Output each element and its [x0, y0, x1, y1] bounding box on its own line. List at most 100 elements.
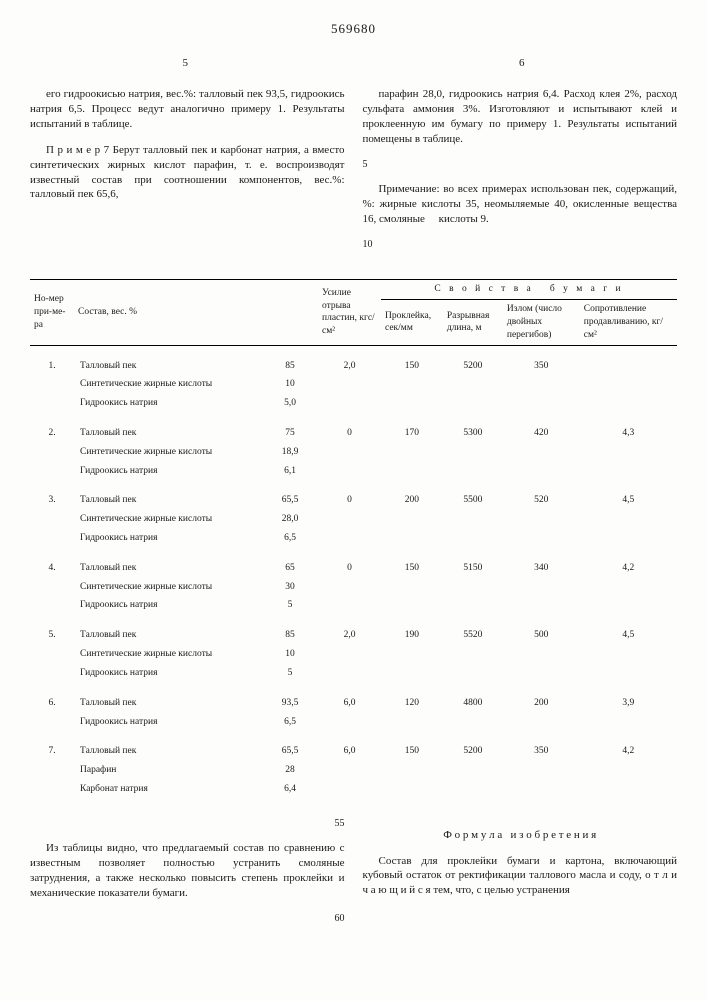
- table-cell: 2,0: [318, 615, 381, 682]
- table-cell: 520: [503, 480, 580, 547]
- table-cell: 5300: [443, 413, 503, 480]
- table-cell: 350: [503, 345, 580, 413]
- table-row: 3.Талловый пек65,5020055005204,5: [30, 480, 677, 510]
- table-cell: 4,3: [580, 413, 677, 480]
- table-cell: 3.: [30, 480, 74, 510]
- table-cell: Гидроокись натрия: [74, 713, 262, 732]
- table-cell: 85: [262, 615, 318, 645]
- table-cell: 6,0: [318, 731, 381, 798]
- table-cell: [30, 510, 74, 529]
- table-cell: [30, 780, 74, 799]
- table-cell: 4,2: [580, 548, 677, 615]
- table-row: 1.Талловый пек852,01505200350: [30, 345, 677, 375]
- table-cell: 65,5: [262, 480, 318, 510]
- table-cell: 170: [381, 413, 443, 480]
- table-cell: 190: [381, 615, 443, 682]
- table-cell: 0: [318, 480, 381, 547]
- formula-heading: Ф о р м у л а и з о б р е т е н и я: [363, 828, 678, 843]
- table-cell: [30, 529, 74, 548]
- left-para-1: его гидроокисью натрия, вес.%: талловый …: [30, 87, 345, 132]
- bottom-left-col: 55 Из таблицы видно, что предлагаемый со…: [30, 817, 345, 925]
- th-sizing: Проклейка, сек/мм: [381, 300, 443, 345]
- th-break: Разрывная длина, м: [443, 300, 503, 345]
- th-burst: Сопротивление продавливанию, кг/см²: [580, 300, 677, 345]
- table-cell: 420: [503, 413, 580, 480]
- table-cell: 4800: [443, 683, 503, 732]
- table-cell: [30, 375, 74, 394]
- table-cell: Гидроокись натрия: [74, 529, 262, 548]
- table-cell: 18,9: [262, 443, 318, 462]
- table-cell: 65,5: [262, 731, 318, 761]
- bottom-text-columns: 55 Из таблицы видно, что предлагаемый со…: [30, 817, 677, 925]
- bottom-right-col: Ф о р м у л а и з о б р е т е н и я Сост…: [363, 817, 678, 925]
- th-fold: Излом (число двойных перегибов): [503, 300, 580, 345]
- table-cell: Талловый пек: [74, 731, 262, 761]
- table-cell: [30, 443, 74, 462]
- table-cell: Гидроокись натрия: [74, 596, 262, 615]
- table-cell: 6.: [30, 683, 74, 713]
- table-cell: [580, 345, 677, 413]
- table-cell: 6,0: [318, 683, 381, 732]
- table-cell: 4,5: [580, 480, 677, 547]
- table-cell: 5500: [443, 480, 503, 547]
- table-cell: [30, 761, 74, 780]
- table-cell: 5520: [443, 615, 503, 682]
- table-cell: 340: [503, 548, 580, 615]
- th-example-num: Но-мер при-ме-ра: [30, 280, 74, 345]
- table-cell: Талловый пек: [74, 548, 262, 578]
- table-cell: [30, 578, 74, 597]
- table-cell: 0: [318, 548, 381, 615]
- table-cell: 5200: [443, 345, 503, 413]
- th-paper-props: С в о й с т в а б у м а г и: [381, 280, 677, 300]
- table-row: 2.Талловый пек75017053004204,3: [30, 413, 677, 443]
- table-row: 5.Талловый пек852,019055205004,5: [30, 615, 677, 645]
- table-cell: 75: [262, 413, 318, 443]
- table-row: 6.Талловый пек93,56,012048002003,9: [30, 683, 677, 713]
- table-cell: [30, 664, 74, 683]
- margin-line-5: 5: [363, 158, 368, 172]
- table-cell: Гидроокись натрия: [74, 664, 262, 683]
- table-cell: [30, 462, 74, 481]
- bottom-left-para: Из таблицы видно, что предлагаемый соста…: [30, 841, 345, 900]
- bottom-right-para: Состав для проклейки бумаги и картона, в…: [363, 854, 678, 899]
- table-cell: 65: [262, 548, 318, 578]
- table-cell: Гидроокись натрия: [74, 394, 262, 413]
- table-cell: 28,0: [262, 510, 318, 529]
- table-cell: 150: [381, 548, 443, 615]
- table-cell: 6,4: [262, 780, 318, 799]
- table-cell: 200: [381, 480, 443, 547]
- th-composition: Состав, вес. %: [74, 280, 262, 345]
- table-cell: Талловый пек: [74, 615, 262, 645]
- table-cell: 7.: [30, 731, 74, 761]
- table-cell: 10: [262, 375, 318, 394]
- table-cell: 4.: [30, 548, 74, 578]
- left-column-text: его гидроокисью натрия, вес.%: талловый …: [30, 76, 345, 251]
- table-cell: 2.: [30, 413, 74, 443]
- margin-line-10: 10: [363, 238, 678, 252]
- patent-number: 569680: [30, 20, 677, 38]
- table-cell: [30, 596, 74, 615]
- table-cell: Талловый пек: [74, 345, 262, 375]
- table-cell: 28: [262, 761, 318, 780]
- table-body: 1.Талловый пек852,01505200350Синтетическ…: [30, 345, 677, 799]
- table-cell: 150: [381, 345, 443, 413]
- table-cell: Синтетические жирные кислоты: [74, 443, 262, 462]
- table-cell: 5,0: [262, 394, 318, 413]
- table-cell: 120: [381, 683, 443, 732]
- margin-line-55: 55: [335, 817, 345, 831]
- table-cell: Синтетические жирные кислоты: [74, 578, 262, 597]
- table-cell: 500: [503, 615, 580, 682]
- table-cell: 150: [381, 731, 443, 798]
- table-cell: 5: [262, 596, 318, 615]
- table-cell: Синтетические жирные кислоты: [74, 375, 262, 394]
- left-para-2: П р и м е р 7 Берут талловый пек и карбо…: [30, 143, 345, 202]
- table-cell: Талловый пек: [74, 683, 262, 713]
- margin-line-60: 60: [335, 912, 345, 926]
- table-cell: 200: [503, 683, 580, 732]
- table-cell: 10: [262, 645, 318, 664]
- table-header: Но-мер при-ме-ра Состав, вес. % Усилие о…: [30, 280, 677, 345]
- right-para-1: парафин 28,0, гидроокись натрия 6,4. Рас…: [363, 87, 678, 146]
- table-cell: Карбонат натрия: [74, 780, 262, 799]
- table-cell: [30, 645, 74, 664]
- table-cell: Талловый пек: [74, 480, 262, 510]
